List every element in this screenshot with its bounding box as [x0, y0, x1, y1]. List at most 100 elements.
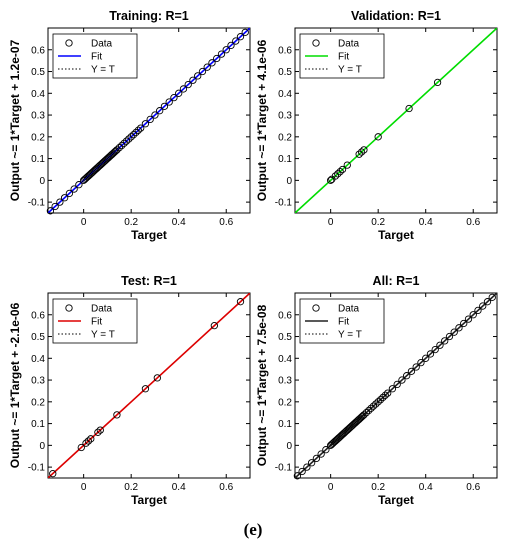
data-point — [372, 400, 380, 408]
data-point — [417, 358, 425, 367]
figure-label: (e) — [243, 520, 263, 539]
legend-label: Y = T — [91, 330, 115, 341]
y-tick-label: -0.1 — [28, 463, 46, 474]
data-point — [82, 439, 90, 447]
data-point — [84, 437, 93, 445]
data-point — [360, 411, 368, 419]
data-point — [422, 354, 430, 362]
data-point — [379, 393, 387, 402]
y-tick-label: 0.1 — [278, 154, 292, 165]
data-point — [156, 107, 164, 115]
y-tick-label: 0.6 — [31, 310, 45, 321]
data-point — [360, 146, 368, 154]
regression-figure: Training: R=1 0 0.2 0.4 0.6 -0.1 0 0.1 0.2 0.3 0.4… — [8, 9, 498, 507]
x-tick-label: 0 — [81, 482, 87, 493]
x-tick-label: 0.2 — [124, 217, 138, 228]
legend: Data Fit Y = T — [299, 33, 385, 79]
data-point — [60, 194, 69, 202]
data-point — [357, 413, 366, 421]
data-point — [488, 293, 496, 302]
data-point — [298, 467, 306, 476]
x-tick-label: 0.6 — [219, 482, 233, 493]
data-point — [87, 435, 95, 443]
y-tick-label: 0 — [39, 176, 45, 187]
y-tick-label: 0 — [286, 441, 292, 452]
data-point — [334, 170, 342, 178]
figure-caption: (e) — [0, 520, 506, 540]
legend-marker-data — [65, 304, 73, 312]
legend-label: Data — [91, 39, 113, 50]
y-tick-label: 0.4 — [31, 354, 45, 365]
x-tick-label: 0.2 — [371, 482, 385, 493]
data-point — [113, 146, 121, 154]
legend-label: Y = T — [338, 65, 362, 76]
data-point — [441, 337, 449, 345]
data-point — [357, 148, 366, 156]
y-tick-label: 0.4 — [31, 89, 45, 100]
data-point — [374, 398, 382, 406]
y-tick-label: 0.5 — [31, 67, 45, 78]
data-point — [141, 385, 150, 393]
x-tick-label: 0.4 — [419, 482, 433, 493]
data-point — [96, 426, 104, 434]
data-point — [232, 37, 240, 45]
chart-title: Test: R=1 — [121, 274, 177, 288]
data-point — [336, 167, 344, 176]
data-point — [464, 315, 473, 323]
data-point — [338, 165, 347, 174]
data-point — [213, 54, 221, 63]
legend-label: Data — [91, 304, 113, 315]
legend-label: Y = T — [91, 65, 115, 76]
data-point — [141, 120, 150, 128]
y-tick-label: 0.2 — [278, 397, 292, 408]
data-point — [127, 133, 135, 141]
y-tick-label: 0.5 — [278, 67, 292, 78]
chart-panel-2: Validation: R=1 0 0.2 0.4 0.6 -0.1 0 0.1 0.2 0.3 0… — [255, 9, 498, 242]
data-point — [146, 115, 154, 124]
y-tick-label: 0.6 — [278, 45, 292, 56]
data-point — [376, 395, 385, 404]
legend: Data Fit Y = T — [299, 298, 385, 344]
x-axis-label: Target — [131, 228, 167, 242]
data-point — [134, 126, 142, 134]
data-point — [113, 411, 121, 419]
chart-panel-3: Test: R=1 0 0.2 0.4 0.6 -0.1 0 0.1 0.2 0.3 0.4 0.5 0… — [8, 274, 251, 507]
fit-line — [295, 293, 497, 478]
y-axis-label: Output ~= 1*Target + 7.5e-08 — [255, 304, 269, 466]
data-point — [153, 374, 161, 382]
data-point — [189, 76, 197, 84]
y-tick-label: 0.6 — [31, 45, 45, 56]
data-point — [227, 41, 235, 50]
chart-panel-1: Training: R=1 0 0.2 0.4 0.6 -0.1 0 0.1 0.2 0.3 0.4… — [8, 9, 251, 242]
legend-label: Fit — [338, 52, 349, 63]
data-point — [77, 443, 85, 452]
data-point — [426, 350, 435, 358]
data-point — [460, 319, 468, 328]
fit-line — [48, 28, 250, 213]
x-axis-label: Target — [378, 493, 414, 507]
legend-label: Fit — [91, 317, 102, 328]
data-point — [469, 311, 477, 319]
data-point — [367, 404, 375, 413]
x-tick-label: 0.6 — [466, 482, 480, 493]
data-point — [198, 67, 207, 76]
data-point — [445, 332, 454, 341]
y-tick-label: 0.3 — [278, 111, 292, 122]
data-point — [65, 189, 74, 198]
data-point — [365, 406, 373, 415]
data-point — [293, 472, 302, 480]
x-tick-label: 0 — [81, 217, 87, 228]
x-tick-label: 0 — [328, 482, 334, 493]
data-point — [75, 181, 83, 189]
legend-label: Fit — [91, 52, 102, 63]
data-point — [115, 144, 123, 152]
data-point — [208, 59, 216, 67]
data-point — [110, 148, 119, 156]
y-tick-label: -0.1 — [28, 198, 46, 209]
fit-line — [295, 28, 497, 213]
data-point — [407, 367, 416, 376]
data-point — [412, 363, 420, 371]
data-point — [331, 172, 340, 180]
data-point — [151, 111, 159, 119]
y-axis-label: Output ~= 1*Target + -2.1e-06 — [8, 302, 22, 468]
